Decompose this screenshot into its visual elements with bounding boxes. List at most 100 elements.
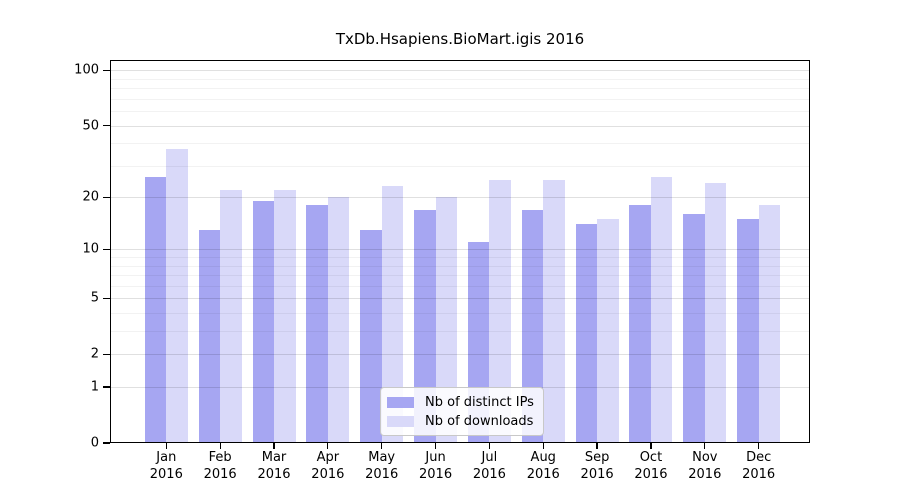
legend-item-downloads: Nb of downloads — [387, 414, 543, 429]
bar-feb-downloads — [220, 189, 242, 443]
bar-dec-downloads — [758, 205, 781, 443]
x-tick — [219, 443, 221, 449]
bar-mar-distinct-ips — [252, 201, 274, 443]
x-tick — [650, 443, 652, 449]
x-tick-year: 2016 — [311, 466, 345, 482]
gridline-minor — [110, 165, 810, 167]
x-tick-label: Nov 2016 — [673, 450, 737, 483]
x-tick — [165, 443, 167, 449]
x-tick-label: May 2016 — [350, 450, 414, 483]
gridline-minor — [110, 257, 810, 259]
x-tick-label: Jun 2016 — [404, 450, 468, 483]
gridline-minor — [110, 143, 810, 145]
y-tick — [103, 248, 110, 251]
x-tick-month: Dec — [746, 450, 772, 465]
bar-feb-distinct-ips — [198, 229, 221, 443]
gridline-minor — [110, 285, 810, 287]
x-tick — [381, 443, 383, 449]
x-tick-month: Mar — [261, 450, 287, 465]
gridline-minor — [110, 265, 810, 267]
x-tick — [327, 443, 329, 449]
x-tick — [596, 443, 598, 449]
x-tick-month: Feb — [208, 450, 232, 465]
y-tick-label: 50 — [82, 118, 99, 134]
bar-oct-distinct-ips — [629, 205, 651, 443]
plot-area: Nb of distinct IPs Nb of downloads 0 1 2 5 1… — [74, 60, 810, 482]
gridline-minor — [110, 98, 810, 100]
x-tick-year: 2016 — [742, 466, 776, 482]
x-tick-year: 2016 — [419, 466, 453, 482]
x-tick-label: Mar 2016 — [242, 450, 306, 483]
x-tick-month: Apr — [316, 450, 340, 465]
chart-title: TxDb.Hsapiens.BioMart.igis 2016 — [335, 30, 585, 48]
gridline-minor — [110, 88, 810, 90]
x-tick-year: 2016 — [634, 466, 668, 482]
bar-may-downloads — [381, 186, 404, 443]
legend-label-downloads: Nb of downloads — [425, 413, 534, 429]
x-tick-month: Sep — [584, 450, 610, 465]
y-tick-label: 1 — [90, 379, 99, 395]
bar-jan-distinct-ips — [144, 176, 167, 443]
x-tick-label: Oct 2016 — [619, 450, 683, 483]
x-tick — [758, 443, 760, 449]
x-tick-year: 2016 — [580, 466, 614, 482]
x-tick-year: 2016 — [149, 466, 183, 482]
legend-swatch-downloads — [387, 415, 414, 427]
gridline-major — [110, 354, 810, 356]
bar-jul-downloads — [489, 180, 511, 443]
y-tick — [103, 442, 110, 444]
bar-aug-distinct-ips — [521, 209, 544, 443]
gridline-minor — [110, 275, 810, 277]
x-tick-year: 2016 — [688, 466, 722, 482]
x-tick-label: Jan 2016 — [134, 450, 198, 483]
bar-may-distinct-ips — [360, 229, 382, 443]
legend-item-distinct-ips: Nb of distinct IPs — [387, 395, 543, 410]
y-tick-label: 100 — [74, 62, 99, 78]
bar-jun-distinct-ips — [414, 209, 436, 443]
x-tick-year: 2016 — [365, 466, 399, 482]
legend-swatch-distinct-ips — [387, 396, 414, 408]
y-tick — [103, 124, 110, 127]
gridline-minor — [110, 331, 810, 333]
legend: Nb of distinct IPs Nb of downloads — [380, 387, 544, 436]
x-tick-month: Oct — [639, 450, 663, 465]
gridline-minor — [110, 111, 810, 113]
x-tick-year: 2016 — [526, 466, 560, 482]
legend-label-distinct-ips: Nb of distinct IPs — [425, 394, 534, 410]
gridline-major — [110, 197, 810, 199]
x-tick-year: 2016 — [472, 466, 506, 482]
x-tick-label: Jul 2016 — [457, 450, 521, 483]
y-tick — [103, 196, 110, 198]
y-tick-label: 2 — [90, 346, 99, 362]
bar-apr-downloads — [327, 197, 350, 443]
bar-apr-distinct-ips — [306, 205, 328, 443]
bar-sep-distinct-ips — [575, 224, 598, 443]
x-tick-label: Dec 2016 — [727, 450, 791, 483]
gridline-minor — [110, 313, 810, 315]
gridline-minor — [110, 78, 810, 80]
y-tick — [103, 69, 110, 72]
x-tick-year: 2016 — [203, 466, 237, 482]
bar-nov-distinct-ips — [683, 214, 705, 443]
x-tick — [434, 443, 437, 449]
y-tick — [103, 297, 110, 300]
y-tick-label: 0 — [90, 435, 99, 451]
x-tick-month: Jun — [425, 450, 446, 465]
x-tick — [273, 443, 275, 449]
bar-jan-downloads — [166, 149, 188, 443]
y-tick-label: 20 — [82, 189, 99, 205]
bar-aug-downloads — [543, 180, 565, 443]
bar-jun-downloads — [435, 197, 458, 443]
gridline-major — [110, 125, 810, 127]
x-tick-label: Apr 2016 — [296, 450, 360, 483]
bar-sep-downloads — [597, 219, 619, 443]
x-tick-month: Jan — [156, 450, 177, 465]
bar-oct-downloads — [650, 176, 673, 443]
x-tick-label: Feb 2016 — [188, 450, 252, 483]
gridline-major — [110, 70, 810, 72]
y-tick — [103, 386, 110, 388]
x-tick — [488, 443, 491, 449]
y-tick-label: 5 — [90, 290, 99, 306]
x-tick-year: 2016 — [257, 466, 291, 482]
